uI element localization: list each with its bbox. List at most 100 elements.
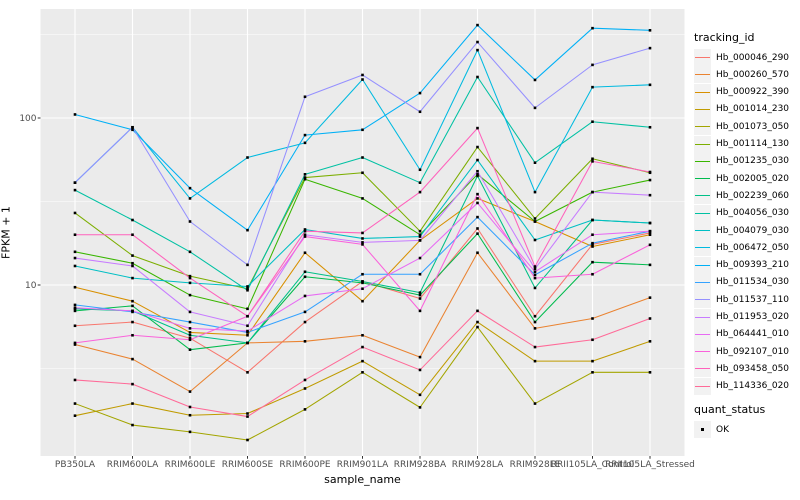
point-marker — [591, 160, 594, 163]
point-marker — [533, 78, 537, 82]
point-marker — [476, 309, 479, 313]
legend-key — [694, 204, 711, 222]
point-marker — [361, 241, 364, 244]
point-marker — [476, 169, 479, 173]
point-marker — [648, 125, 652, 129]
point-marker — [188, 390, 192, 393]
point-marker — [361, 78, 364, 81]
point-marker — [533, 286, 537, 290]
legend-item-label: Hb_000922_390 — [716, 87, 790, 98]
legend-item-Hb_001114_130: Hb_001114_130 — [694, 135, 789, 153]
legend-key-line — [695, 247, 710, 249]
legend-item-Hb_000260_570: Hb_000260_570 — [694, 66, 790, 84]
point-marker — [188, 348, 192, 351]
point-marker — [73, 341, 77, 345]
legend-key-line — [695, 57, 710, 58]
point-marker — [131, 382, 134, 386]
point-marker — [73, 233, 77, 237]
y-tick-label: 100 — [19, 114, 36, 124]
legend-key — [694, 308, 711, 326]
point-marker — [188, 338, 192, 342]
point-marker — [303, 294, 307, 298]
point-marker — [73, 188, 77, 192]
point-marker — [648, 221, 652, 225]
point-marker — [361, 243, 364, 246]
point-marker — [303, 310, 307, 314]
point-marker — [533, 270, 537, 274]
legend-key — [694, 239, 711, 257]
legend-item-Hb_002005_020: Hb_002005_020 — [694, 170, 789, 188]
point-marker — [246, 329, 249, 333]
point-marker — [591, 272, 594, 276]
point-marker — [361, 231, 364, 235]
legend-item-Hb_009393_210: Hb_009393_210 — [694, 256, 790, 274]
legend-key — [694, 377, 711, 395]
point-marker — [361, 345, 364, 349]
point-marker — [246, 412, 249, 415]
legend-title-tracking-id: tracking_id — [694, 31, 755, 44]
legend-item-label: Hb_093458_050 — [716, 363, 790, 374]
legend-item-Hb_064441_010: Hb_064441_010 — [694, 325, 789, 343]
point-marker — [648, 178, 652, 182]
point-marker — [418, 256, 422, 260]
legend-item-label: Hb_004079_030 — [716, 225, 790, 236]
point-marker — [246, 314, 249, 318]
point-marker — [131, 254, 134, 257]
point-marker — [73, 306, 77, 310]
point-marker — [533, 320, 537, 324]
point-marker — [591, 241, 594, 245]
point-marker — [648, 243, 652, 247]
point-marker — [131, 357, 134, 361]
point-marker — [361, 73, 364, 77]
x-tick-label: PB350LA — [55, 460, 96, 470]
legend-key — [694, 100, 711, 118]
legend-key-line — [695, 368, 710, 370]
legend-key-line — [695, 385, 710, 387]
legend-item-label: Hb_002239_060 — [716, 190, 790, 201]
legend-item-label: Hb_009393_210 — [716, 260, 790, 271]
x-tick-label: RRII105LA_Stressed — [605, 460, 695, 470]
point-marker — [591, 371, 594, 374]
point-marker — [648, 340, 652, 343]
legend-item-label: Hb_000260_570 — [716, 69, 790, 80]
point-marker — [648, 29, 652, 32]
point-marker — [303, 133, 307, 137]
point-marker — [476, 126, 479, 130]
legend-title-quant-status: quant_status — [694, 403, 766, 416]
point-marker — [418, 91, 422, 95]
point-marker — [533, 327, 537, 330]
point-marker — [303, 233, 307, 237]
point-marker — [418, 233, 422, 237]
legend-key-line — [695, 333, 710, 335]
point-marker — [246, 263, 249, 267]
point-marker — [476, 145, 479, 149]
point-marker — [591, 233, 594, 237]
legend-key — [694, 49, 711, 66]
point-marker — [648, 263, 652, 267]
point-marker — [648, 371, 652, 374]
point-marker — [476, 320, 479, 324]
legend-item-label: Hb_000046_290 — [716, 52, 790, 63]
point-marker — [246, 371, 249, 374]
point-marker — [361, 280, 364, 283]
point-marker — [188, 310, 192, 314]
point-marker — [476, 48, 479, 52]
point-marker — [476, 192, 479, 196]
legend-item-Hb_000046_290: Hb_000046_290 — [694, 49, 789, 66]
point-marker — [361, 299, 364, 303]
point-marker — [533, 359, 537, 363]
point-marker — [476, 23, 479, 27]
point-marker — [246, 341, 249, 345]
x-tick-label: RRIM928LA — [452, 460, 504, 470]
point-marker — [648, 296, 652, 299]
legend-item-Hb_093458_050: Hb_093458_050 — [694, 360, 790, 378]
point-marker — [246, 333, 249, 337]
point-marker — [476, 201, 479, 205]
point-marker — [73, 113, 77, 116]
point-marker — [648, 233, 652, 237]
point-marker — [246, 285, 249, 288]
point-marker — [131, 299, 134, 303]
legend-item-Hb_001014_230: Hb_001014_230 — [694, 100, 789, 118]
point-marker — [533, 106, 537, 110]
